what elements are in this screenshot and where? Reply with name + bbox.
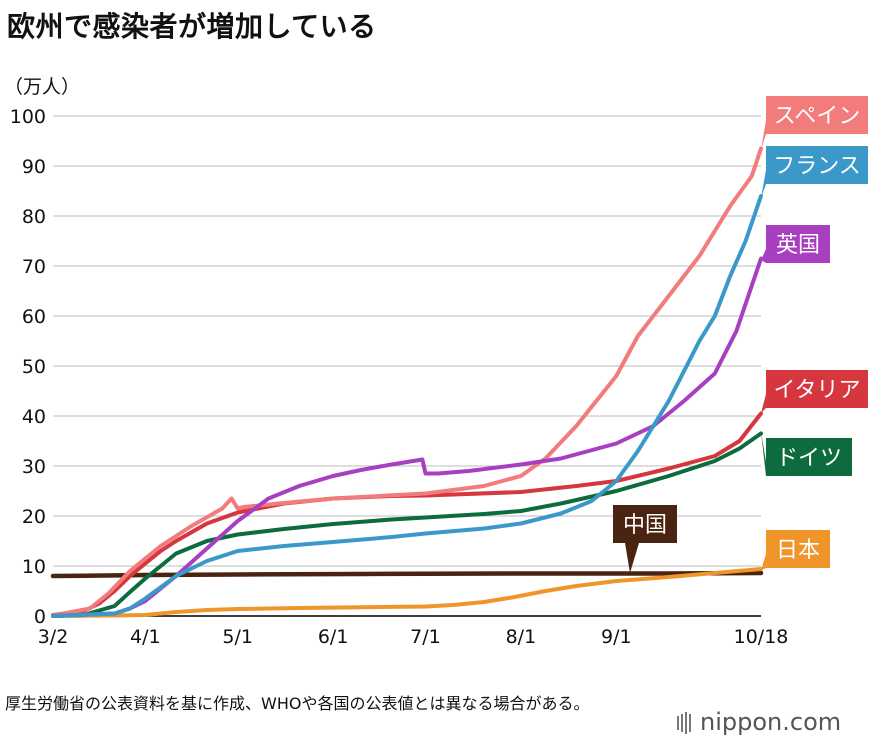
chart-title: 欧州で感染者が増加している: [7, 10, 377, 43]
x-tick-label-9-1: 9/1: [601, 626, 632, 648]
y-tick-label-20: 20: [22, 506, 46, 528]
series-line-中国: [50, 570, 764, 579]
x-tick-label-5-1: 5/1: [222, 626, 253, 648]
y-tick-label-30: 30: [22, 456, 46, 478]
x-tick-label-8-1: 8/1: [506, 626, 537, 648]
series-line-日本: [51, 567, 763, 618]
series-label-スペイン: スペイン: [774, 104, 860, 129]
series-label-日本: 日本: [776, 538, 820, 563]
y-tick-label-40: 40: [22, 406, 46, 428]
y-tick-label-80: 80: [22, 206, 46, 228]
label-box-日本: [766, 530, 830, 568]
x-tick-label-4-1: 4/1: [130, 626, 161, 648]
y-tick-label-60: 60: [22, 306, 46, 328]
series-label-フランス: フランス: [773, 154, 861, 179]
label-pointer-中国: [625, 543, 639, 573]
line-chart: 0 10 20 30 40 50 60 70 80 90 100 3/2 4/1 5/1 6/1 7/1 8/1…: [10, 96, 868, 648]
brand-text: nippon.com: [700, 708, 842, 736]
label-box-イタリア: [766, 370, 868, 408]
label-box-中国: [613, 505, 677, 543]
series-line-ドイツ: [51, 431, 763, 618]
x-tick-label-3-2: 3/2: [38, 626, 69, 648]
label-pointer-日本: [761, 554, 766, 570]
label-box-フランス: [766, 146, 868, 184]
label-pointer-イタリア: [761, 394, 766, 413]
y-tick-label-50: 50: [22, 356, 46, 378]
nippon-logo-icon: [677, 712, 691, 734]
source-footnote: 厚生労働省の公表資料を基に作成、WHOや各国の公表値とは異なる場合がある。: [5, 694, 590, 713]
label-pointer-フランス: [761, 170, 766, 198]
y-tick-label-70: 70: [22, 256, 46, 278]
x-tick-label-10-18: 10/18: [734, 626, 789, 648]
series-label-中国: 中国: [623, 513, 667, 538]
label-box-英国: [766, 225, 830, 263]
series-label-英国: 英国: [776, 233, 820, 258]
label-pointer-英国: [761, 249, 766, 263]
y-axis-unit-label: （万人）: [4, 76, 81, 98]
label-pointer-スペイン: [761, 120, 766, 150]
y-tick-label-90: 90: [22, 156, 46, 178]
brand-name: nippon.com: [678, 708, 841, 736]
series-label-ドイツ: ドイツ: [776, 446, 842, 471]
label-box-スペイン: [766, 96, 868, 134]
y-tick-label-0: 0: [34, 606, 46, 628]
label-pointer-ドイツ: [761, 432, 766, 476]
x-tick-label-7-1: 7/1: [410, 626, 441, 648]
series-label-イタリア: イタリア: [773, 378, 860, 403]
x-tick-label-6-1: 6/1: [318, 626, 349, 648]
series-line-スペイン: [51, 146, 763, 618]
y-tick-label-100: 100: [10, 106, 46, 128]
label-box-ドイツ: [766, 438, 852, 476]
series-line-フランス: [51, 194, 763, 618]
y-tick-label-10: 10: [22, 556, 46, 578]
